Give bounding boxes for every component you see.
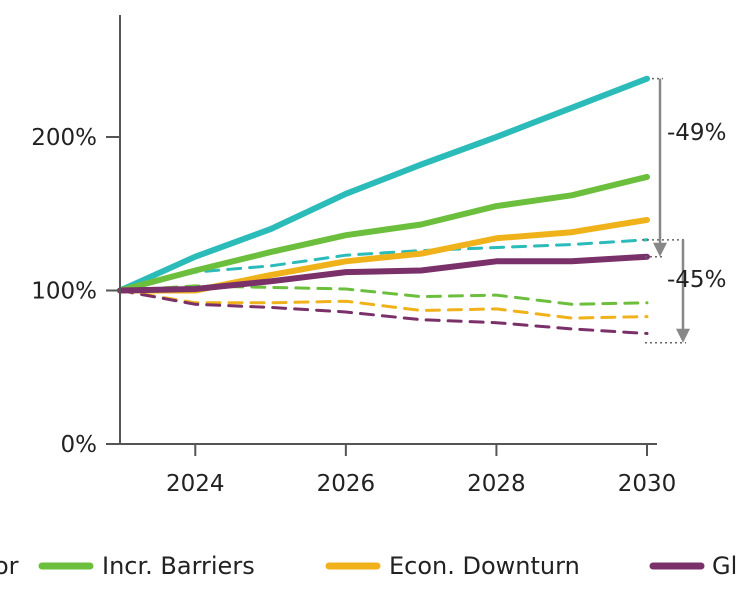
- y-tick-label: 200%: [31, 125, 97, 151]
- tick-layer: 2024 2026 2028 2030 0% 100% 200%: [31, 125, 676, 497]
- axes-layer: [106, 15, 657, 456]
- y-tick-label: 0%: [61, 432, 98, 458]
- legend-label: Incr. Barriers: [102, 552, 255, 580]
- x-tick-label: 2030: [618, 471, 677, 497]
- x-tick-label: 2028: [467, 471, 526, 497]
- x-tick-label: 2024: [166, 471, 225, 497]
- legend: or Incr. Barriers Econ. Downturn Gl: [0, 552, 737, 580]
- legend-label: Econ. Downturn: [389, 552, 580, 580]
- y-tick-label: 100%: [31, 279, 97, 305]
- series-line-solid-0: [117, 75, 650, 294]
- legend-label: Gl: [712, 552, 737, 580]
- series-line-solid-2: [117, 173, 650, 294]
- series-line-dashed-1: [118, 238, 649, 292]
- annotation-arrow-head: [676, 328, 690, 343]
- annotation-label: -45%: [667, 267, 726, 293]
- series-line-dashed-7: [118, 289, 649, 335]
- legend-label: or: [0, 552, 19, 580]
- series-line-dashed-5: [118, 289, 649, 320]
- x-tick-label: 2026: [317, 471, 376, 497]
- series-layer: [117, 75, 650, 335]
- series-line-solid-6: [117, 253, 650, 294]
- annotation-arrow-head: [653, 242, 667, 257]
- annotation-layer: -49% -45%: [642, 77, 726, 344]
- annotation-label: -49%: [667, 120, 726, 146]
